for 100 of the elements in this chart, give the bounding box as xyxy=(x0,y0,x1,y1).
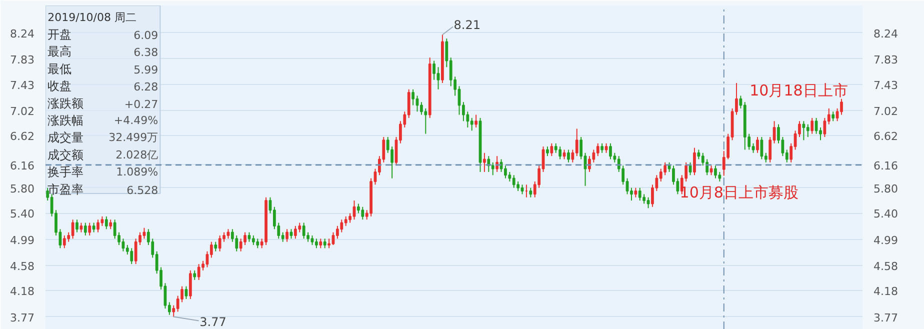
candlestick xyxy=(92,222,96,233)
y-tick-label: 3.77 xyxy=(10,311,35,324)
candlestick xyxy=(496,156,498,172)
y2-tick-label: 3.77 xyxy=(874,311,898,324)
candlestick xyxy=(546,146,549,157)
candlestick xyxy=(319,238,322,249)
candlestick xyxy=(252,234,255,246)
candlestick xyxy=(491,162,494,176)
y2-tick-label: 4.58 xyxy=(874,260,898,273)
annotation: 开盘 xyxy=(48,28,72,42)
annotation: 6.09 xyxy=(134,29,158,42)
candlestick xyxy=(604,142,608,154)
candlestick xyxy=(424,108,428,134)
candlestick xyxy=(344,216,348,226)
candlestick xyxy=(76,219,78,233)
candlestick xyxy=(80,222,83,233)
candlestick xyxy=(810,117,814,134)
candlestick xyxy=(697,149,700,160)
candlestick xyxy=(412,88,414,106)
candlestick xyxy=(470,117,474,132)
candlestick xyxy=(109,219,112,230)
candlestick xyxy=(218,234,222,252)
annotation: 10月18日上市 xyxy=(750,82,848,100)
y-tick-label: 7.43 xyxy=(10,78,35,92)
candlestick xyxy=(487,156,490,172)
candlestick xyxy=(550,142,554,157)
y-tick-label: 4.99 xyxy=(10,234,35,247)
annotation: 1.089% xyxy=(116,166,158,179)
annotation: 5.99 xyxy=(134,63,158,76)
candlestick xyxy=(310,234,314,246)
candlestick xyxy=(88,222,92,236)
candlestick xyxy=(104,216,108,230)
candlestick xyxy=(609,142,612,160)
candlestick xyxy=(239,238,242,252)
candlestick xyxy=(840,98,843,116)
candlestick xyxy=(62,234,66,249)
candlestick xyxy=(248,232,251,242)
y-tick-label: 7.02 xyxy=(10,104,35,118)
candlestick xyxy=(646,196,650,209)
candlestick xyxy=(188,270,192,300)
candlestick xyxy=(142,227,146,240)
candlestick xyxy=(529,187,532,198)
candlestick xyxy=(290,228,293,240)
candlestick xyxy=(432,60,436,80)
candlestick xyxy=(642,194,646,204)
candlestick xyxy=(286,228,288,242)
candlestick xyxy=(256,238,260,249)
candlestick xyxy=(706,158,709,176)
annotation: 2019/10/08 周二 xyxy=(48,11,137,24)
annotation: 6.28 xyxy=(134,80,158,94)
y2-tick-label: 7.02 xyxy=(874,104,898,118)
candlestick xyxy=(504,165,507,179)
candlestick xyxy=(600,142,604,154)
annotation: 成交额 xyxy=(48,148,84,162)
candlestick xyxy=(756,136,759,154)
y-tick-label: 5.80 xyxy=(10,182,35,196)
candlestick xyxy=(562,149,566,160)
candlestick xyxy=(226,228,230,240)
candlestick xyxy=(567,149,570,163)
y-tick-label: 7.83 xyxy=(10,53,35,66)
annotation: +4.49% xyxy=(114,114,158,127)
annotation: 3.77 xyxy=(200,315,226,329)
candlestick xyxy=(244,232,246,246)
y2-tick-label: 7.83 xyxy=(874,53,898,66)
candlestick xyxy=(558,146,562,160)
y-tick-label: 6.62 xyxy=(10,130,35,144)
annotation: 10月8日上市募股 xyxy=(680,184,798,202)
annotation: 32.499万 xyxy=(108,131,158,144)
candlestick xyxy=(575,128,578,157)
y-tick-label: 4.58 xyxy=(10,260,35,273)
annotation: 2.028亿 xyxy=(116,148,158,162)
candlestick xyxy=(714,165,717,179)
y2-tick-label: 8.24 xyxy=(874,27,898,40)
candlestick xyxy=(588,156,591,172)
candlestick xyxy=(806,124,810,138)
candlestick xyxy=(130,248,134,265)
y2-tick-label: 6.16 xyxy=(874,159,898,172)
y-tick-label: 8.24 xyxy=(10,27,35,40)
candlestick xyxy=(520,184,524,195)
candlestick xyxy=(314,238,318,249)
candlestick xyxy=(512,174,516,188)
candlestick xyxy=(361,206,364,220)
candlestick xyxy=(596,142,600,157)
annotation: 市盈率 xyxy=(48,182,84,196)
annotation: 换手率 xyxy=(48,165,84,180)
candlestick xyxy=(634,187,638,198)
y2-tick-label: 5.40 xyxy=(874,208,898,221)
candlestick xyxy=(84,222,87,236)
candlestick xyxy=(718,171,722,182)
candlestick xyxy=(356,203,360,214)
candlestick xyxy=(508,171,512,182)
annotation: 收盘 xyxy=(48,79,72,94)
candlestick xyxy=(134,238,138,265)
candlestick xyxy=(638,187,642,202)
candlestick xyxy=(298,222,302,233)
annotation: 6.38 xyxy=(134,46,158,60)
candlestick xyxy=(516,180,520,192)
candlestick xyxy=(323,238,326,249)
candlestick xyxy=(832,111,835,122)
candlestick xyxy=(214,241,218,252)
